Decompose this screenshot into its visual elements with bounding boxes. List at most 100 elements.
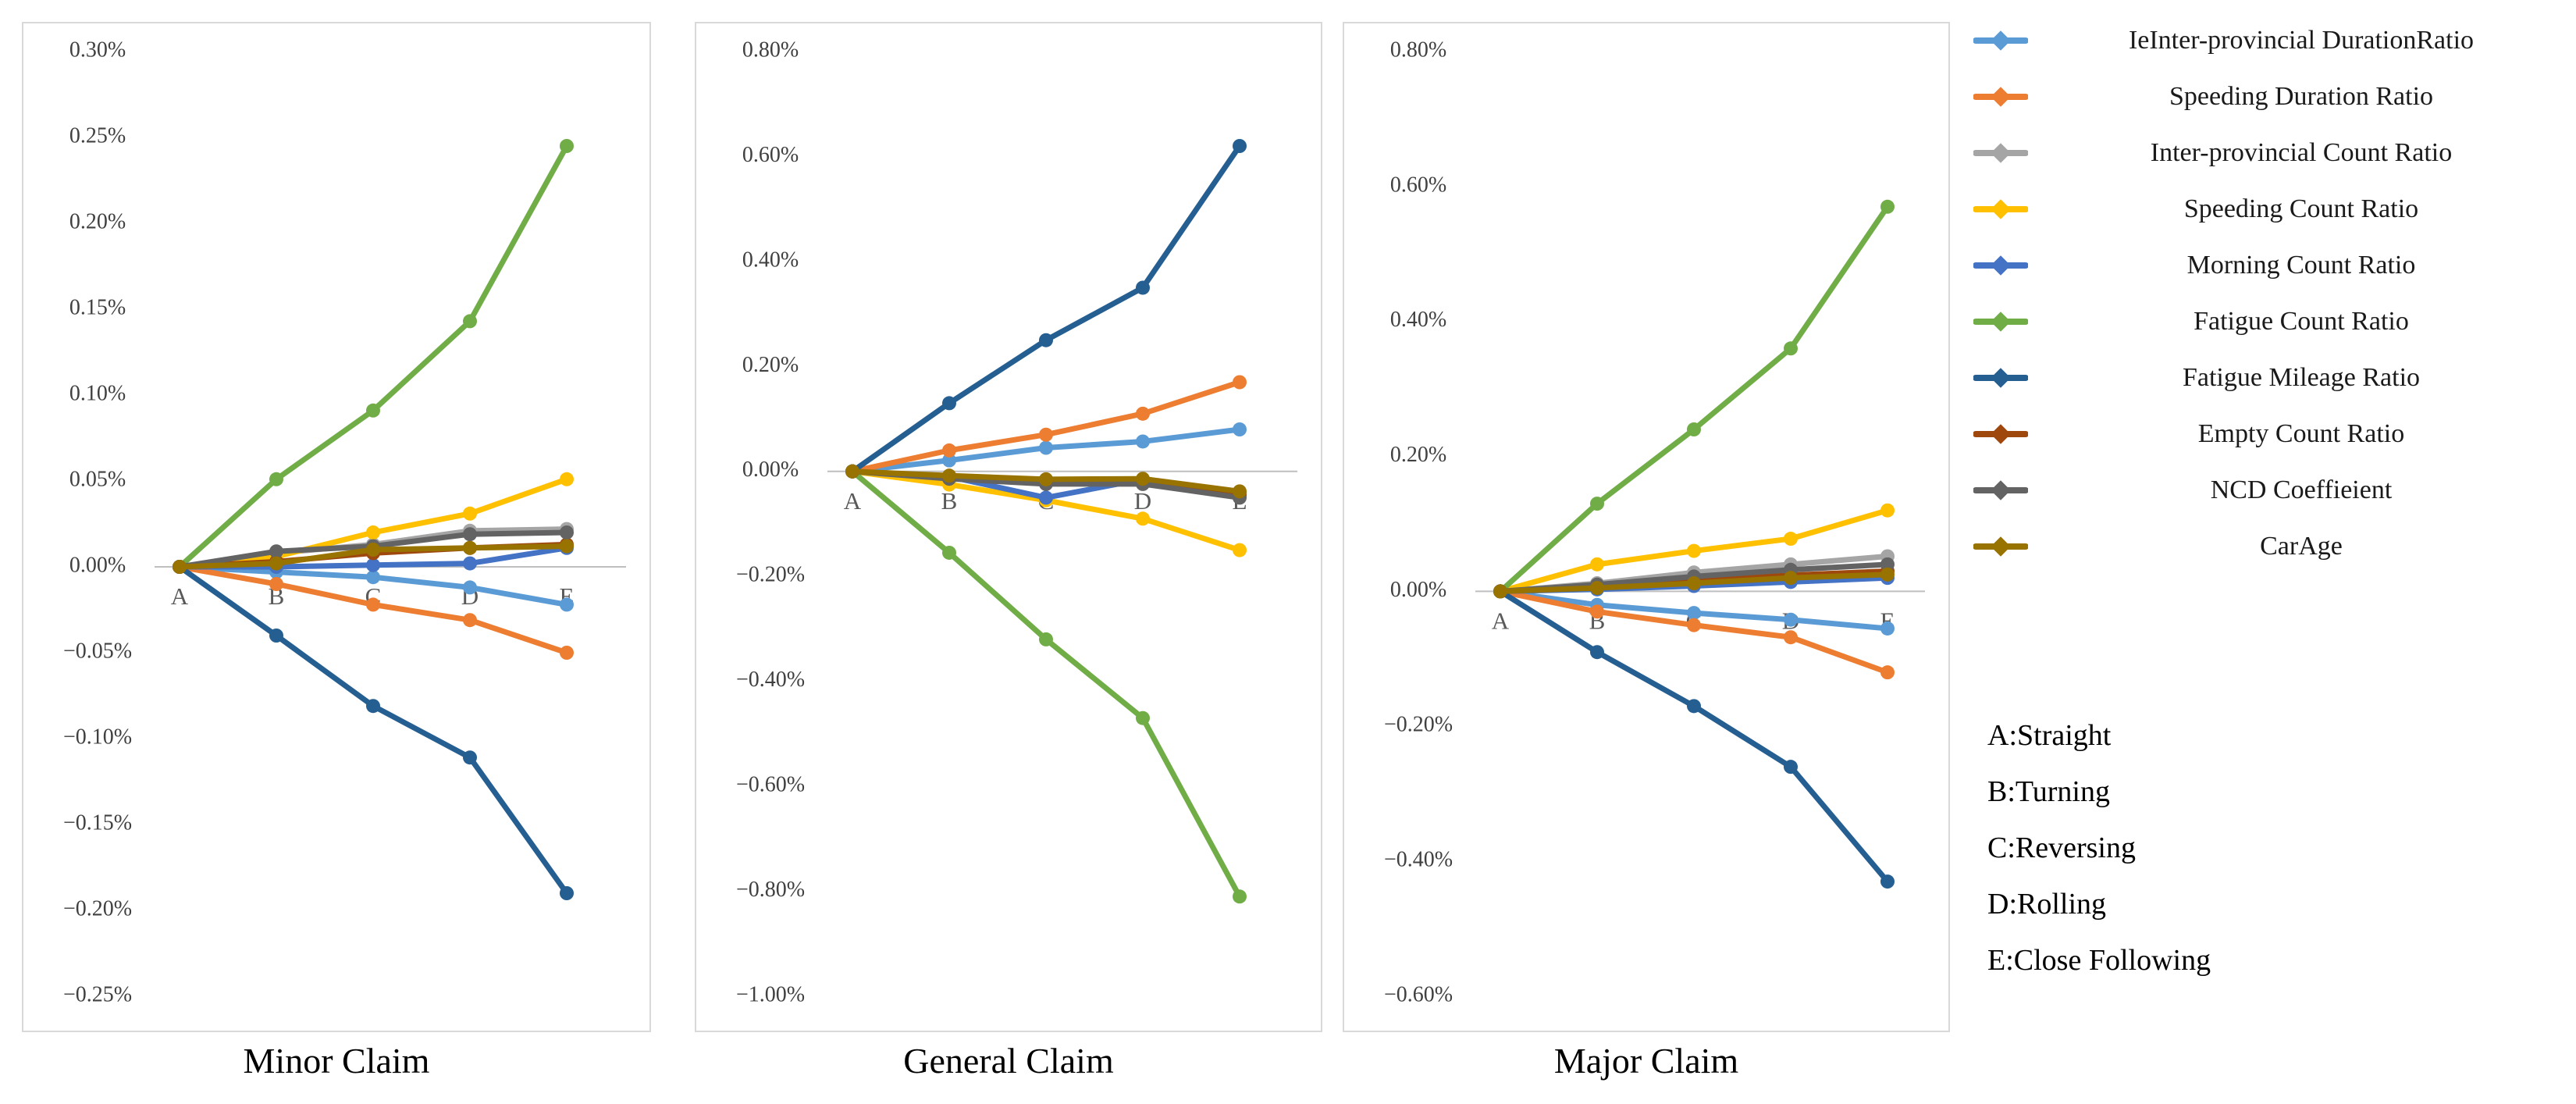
series-marker-fatigue-mileage-ratio (1136, 280, 1150, 295)
series-marker-speeding-count-ratio (1136, 511, 1150, 526)
legend-label: Morning Count Ratio (2186, 251, 2416, 280)
series-marker-ieinter-provincial-durationratio (1784, 612, 1798, 627)
x-category-label: A (1492, 607, 1510, 634)
y-tick-label: 0.20% (1390, 443, 1446, 467)
y-tick-label: −0.15% (63, 810, 132, 835)
series-marker-speeding-duration-ratio (1880, 665, 1895, 680)
series-marker-fatigue-count-ratio (560, 139, 574, 153)
legend-item-speeding-duration-ratio: Speeding Duration Ratio (1973, 69, 2574, 125)
legend-line-marker-icon (1973, 536, 2028, 557)
series-marker-speeding-duration-ratio (366, 597, 380, 612)
y-tick-label: 0.00% (742, 458, 799, 482)
category-key-line: D:Rolling (1987, 888, 2107, 921)
chart-panel-minor-claim: 0.30% 0.25% 0.20% 0.15% 0.10% 0.05% 0.00% −0.05… (22, 22, 651, 1032)
y-tick-label: 0.20% (742, 353, 799, 377)
series-marker-carage (1136, 472, 1150, 486)
series-marker-carage (366, 543, 380, 557)
series-marker-fatigue-mileage-ratio (1590, 645, 1604, 660)
series-line-fatigue-count-ratio (1497, 204, 1891, 594)
series-marker-ieinter-provincial-durationratio (1136, 434, 1150, 449)
y-tick-label: 0.15% (69, 295, 126, 319)
y-tick-label: 0.60% (1390, 173, 1446, 197)
series-marker-speeding-duration-ratio (942, 443, 956, 458)
chart-panel-general-claim: 0.80% 0.60% 0.40% 0.20% 0.00% −0.20% −0.40% −0.… (695, 22, 1322, 1032)
y-tick-label: 0.40% (742, 248, 799, 272)
series-marker-speeding-duration-ratio (1687, 618, 1701, 632)
legend-line-marker-icon (1973, 30, 2028, 51)
legend-line-marker-icon (1973, 312, 2028, 332)
series-marker-fatigue-count-ratio (1784, 341, 1798, 356)
chart-title-general-claim: General Claim (903, 1041, 1114, 1081)
y-tick-label: 0.80% (1390, 37, 1446, 62)
legend-line-marker-icon (1973, 143, 2028, 163)
series-marker-carage (1784, 571, 1798, 586)
series-marker-fatigue-mileage-ratio (269, 629, 283, 643)
series-marker-carage (269, 556, 283, 571)
chart-panel-major-claim: 0.80% 0.60% 0.40% 0.20% 0.00% −0.20% −0.40% −0.… (1343, 22, 1950, 1032)
category-key-line: A:Straight (1987, 719, 2112, 752)
series-marker-morning-count-ratio (1039, 490, 1053, 505)
legend-line-marker-icon (1973, 424, 2028, 444)
series-marker-speeding-count-ratio (366, 525, 380, 540)
series-marker-fatigue-count-ratio (269, 472, 283, 486)
legend-line-marker-icon (1973, 368, 2028, 388)
series-marker-ieinter-provincial-durationratio (942, 453, 956, 468)
series-marker-ncd-coeffieient (560, 525, 574, 540)
x-category-label: B (941, 487, 958, 515)
series-marker-fatigue-mileage-ratio (366, 699, 380, 714)
y-tick-label: −0.25% (63, 982, 132, 1006)
series-marker-fatigue-mileage-ratio (1880, 874, 1895, 889)
series-marker-carage (845, 464, 859, 479)
series-marker-speeding-duration-ratio (1039, 427, 1053, 442)
y-tick-label: 0.20% (69, 209, 126, 233)
series-marker-ncd-coeffieient (1880, 557, 1895, 572)
legend-label: CarAge (2260, 532, 2343, 561)
series-marker-carage (1233, 484, 1247, 499)
series-marker-carage (173, 560, 187, 574)
y-tick-label: −0.05% (63, 639, 132, 663)
major-claim-plot: 0.80% 0.60% 0.40% 0.20% 0.00% −0.20% −0.40% −0.… (1384, 37, 1925, 1006)
legend-label: Inter-provincial Count Ratio (2150, 138, 2453, 167)
y-tick-label: −0.20% (1384, 713, 1453, 737)
chart-title-minor-claim: Minor Claim (243, 1041, 430, 1081)
series-line-fatigue-count-ratio (176, 143, 570, 570)
legend-label: Fatigue Count Ratio (2194, 307, 2409, 336)
y-tick-label: 0.05% (69, 467, 126, 491)
series-marker-speeding-count-ratio (1687, 543, 1701, 558)
legend-line-marker-icon (1973, 480, 2028, 500)
series-marker-carage (1687, 576, 1701, 591)
category-key: A:Straight B:Turning C:Reversing D:Rolling E… (1987, 707, 2211, 988)
legend-label: Speeding Duration Ratio (2169, 82, 2434, 111)
legend-label: IeInter-provincial DurationRatio (2128, 26, 2475, 55)
legend-label: Empty Count Ratio (2197, 419, 2405, 448)
legend-item-empty-count-ratio: Empty Count Ratio (1973, 406, 2574, 462)
y-tick-label: 0.40% (1390, 308, 1446, 332)
series-marker-carage (560, 539, 574, 554)
y-tick-label: −0.40% (1384, 848, 1453, 872)
general-claim-plot: 0.80% 0.60% 0.40% 0.20% 0.00% −0.20% −0.40% −0.… (736, 37, 1297, 1006)
series-marker-ieinter-provincial-durationratio (1039, 440, 1053, 455)
x-category-label: D (1134, 487, 1151, 515)
series-line-fatigue-mileage-ratio (849, 143, 1243, 475)
series-marker-fatigue-mileage-ratio (463, 750, 477, 765)
y-tick-label: −0.10% (63, 725, 132, 749)
legend: IeInter-provincial DurationRatio Speeding… (1973, 12, 2574, 575)
legend-item-inter-provincial-count-ratio: Inter-provincial Count Ratio (1973, 125, 2574, 181)
series-marker-speeding-duration-ratio (1590, 604, 1604, 619)
legend-item-fatigue-count-ratio: Fatigue Count Ratio (1973, 294, 2574, 350)
legend-item-ncd-coeffieient: NCD Coeffieient (1973, 462, 2574, 518)
y-tick-label: −0.20% (736, 563, 805, 587)
series-marker-speeding-count-ratio (463, 506, 477, 521)
series-marker-speeding-duration-ratio (560, 646, 574, 660)
legend-line-marker-icon (1973, 255, 2028, 276)
series-marker-fatigue-count-ratio (463, 314, 477, 329)
series-marker-fatigue-mileage-ratio (1233, 139, 1247, 153)
series-marker-carage (1039, 472, 1053, 486)
series-marker-fatigue-mileage-ratio (1784, 760, 1798, 775)
legend-label: Speeding Count Ratio (2183, 194, 2419, 223)
minor-claim-plot: 0.30% 0.25% 0.20% 0.15% 0.10% 0.05% 0.00% −0.05… (63, 37, 626, 1006)
category-key-line: C:Reversing (1987, 832, 2136, 864)
y-tick-label: 0.00% (1390, 578, 1446, 602)
y-tick-label: −1.00% (736, 982, 805, 1006)
